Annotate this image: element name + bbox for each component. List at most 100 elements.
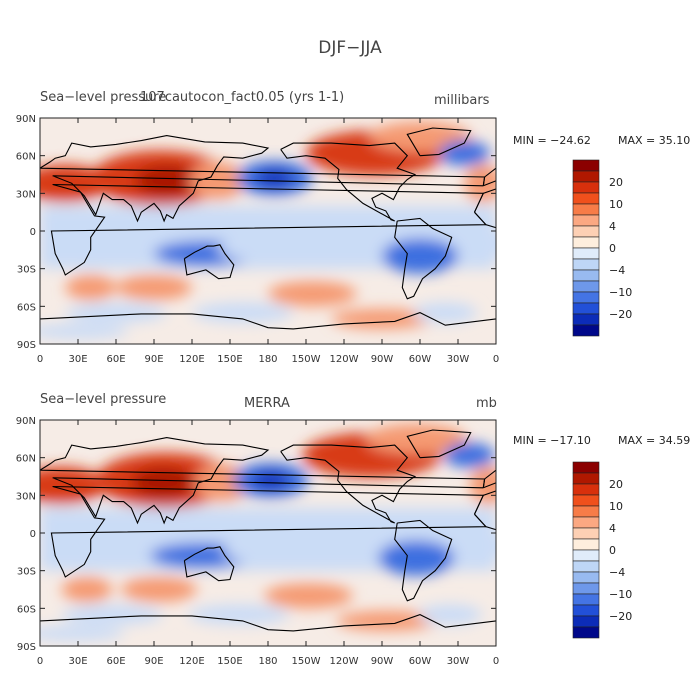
coastline	[183, 244, 235, 280]
lat-tick-label: 30S	[17, 567, 36, 578]
lat-tick-label: 0	[30, 227, 36, 238]
field-blob	[268, 281, 357, 307]
lon-tick-label: 120W	[330, 656, 359, 667]
lon-tick-label: 60W	[409, 656, 432, 667]
colorbar-label: 0	[609, 544, 616, 557]
field-blob	[40, 323, 129, 339]
lon-tick-label: 0	[37, 354, 43, 365]
colorbar-cell	[572, 461, 600, 474]
colorbar-cell	[572, 483, 600, 496]
lon-tick-label: 0	[493, 656, 499, 667]
coastline	[50, 183, 488, 276]
field-blob	[192, 302, 294, 323]
field-blob	[439, 140, 490, 166]
panel2-max: MAX = 34.59	[618, 434, 691, 447]
lon-tick-label: 90W	[371, 656, 394, 667]
panel2-center-title: MERRA	[244, 396, 290, 411]
colorbar-label: 10	[609, 198, 623, 211]
lon-tick-label: 120E	[179, 354, 204, 365]
coastline	[40, 614, 496, 632]
field-blob	[382, 238, 458, 274]
field-blob	[418, 604, 483, 625]
field-blob	[61, 576, 113, 603]
colorbar-cell	[572, 324, 600, 337]
lon-tick-label: 180	[258, 354, 277, 365]
colorbar-cell	[572, 170, 600, 183]
colorbar-cell	[572, 516, 600, 529]
colorbar-cell	[572, 280, 600, 293]
field-blob	[444, 442, 495, 468]
lon-tick-label: 120W	[330, 354, 359, 365]
colorbar-cell	[572, 247, 600, 260]
lat-tick-label: 60N	[16, 454, 36, 465]
panel2-left-title: Sea−level pressure	[40, 392, 167, 407]
lon-tick-label: 60W	[409, 354, 432, 365]
lon-tick-label: 150E	[217, 656, 242, 667]
field-blob	[135, 165, 199, 196]
panel1-min: MIN = −24.62	[513, 134, 591, 147]
colorbar-label: 0	[609, 242, 616, 255]
lon-tick-label: 180	[258, 656, 277, 667]
field-blob	[121, 576, 198, 603]
coastline	[280, 142, 417, 222]
field-blob	[65, 302, 167, 323]
lon-tick-label: 30E	[68, 354, 87, 365]
colorbar-cell	[572, 604, 600, 617]
colorbar-cell	[572, 258, 600, 271]
lon-tick-label: 60E	[106, 354, 125, 365]
field-blob	[40, 625, 125, 641]
lat-tick-label: 90S	[17, 340, 36, 351]
colorbar-cell	[572, 302, 600, 315]
colorbar-label: 20	[609, 478, 623, 491]
coastline	[183, 546, 235, 582]
coastline	[280, 444, 417, 524]
lon-tick-label: 0	[493, 354, 499, 365]
panel1-max: MAX = 35.10	[618, 134, 691, 147]
field-blob	[255, 169, 294, 188]
colorbar-cell	[572, 236, 600, 249]
map-panel-2	[40, 420, 496, 646]
field-blob	[131, 467, 195, 498]
lon-tick-label: 0	[37, 656, 43, 667]
colorbar-cell	[572, 571, 600, 584]
field-blob	[46, 233, 161, 254]
colorbar-cell	[572, 505, 600, 518]
colorbar-cell	[572, 313, 600, 326]
colorbar-cell	[572, 527, 600, 540]
colorbar-label: −10	[609, 286, 632, 299]
lat-tick-label: 0	[30, 529, 36, 540]
colorbar-cell	[572, 159, 600, 172]
lon-tick-label: 150W	[292, 354, 321, 365]
field-blob	[378, 540, 455, 576]
colorbar-cell	[572, 593, 600, 606]
colorbar-cell	[572, 582, 600, 595]
lon-tick-label: 90E	[144, 354, 163, 365]
lat-tick-label: 60S	[17, 604, 36, 615]
map-panel-1	[40, 118, 496, 344]
colorbar-cell	[572, 192, 600, 205]
coastline	[40, 135, 486, 223]
colorbar-label: −4	[609, 264, 625, 277]
colorbar-cell	[572, 494, 600, 507]
lon-tick-label: 90W	[371, 354, 394, 365]
field-blob	[40, 466, 106, 505]
colorbar-label: −4	[609, 566, 625, 579]
colorbar-label: −20	[609, 308, 632, 321]
lat-tick-label: 60N	[16, 152, 36, 163]
lon-tick-label: 30W	[447, 354, 470, 365]
colorbar-cell	[572, 615, 600, 628]
colorbar-cell	[572, 181, 600, 194]
lon-tick-label: 120E	[179, 656, 204, 667]
field-blob	[217, 237, 344, 263]
lon-tick-label: 150E	[217, 354, 242, 365]
panel1-left-title: Sea−level pressure	[40, 90, 167, 105]
panel1-units: millibars	[434, 93, 490, 108]
lon-tick-label: 30E	[68, 656, 87, 667]
panel2-units: mb	[476, 396, 497, 411]
lat-tick-label: 30N	[16, 189, 36, 200]
colorbar-label: 10	[609, 500, 623, 513]
coastline	[406, 127, 472, 157]
colorbar-label: 4	[609, 220, 616, 233]
lat-tick-label: 30S	[17, 265, 36, 276]
